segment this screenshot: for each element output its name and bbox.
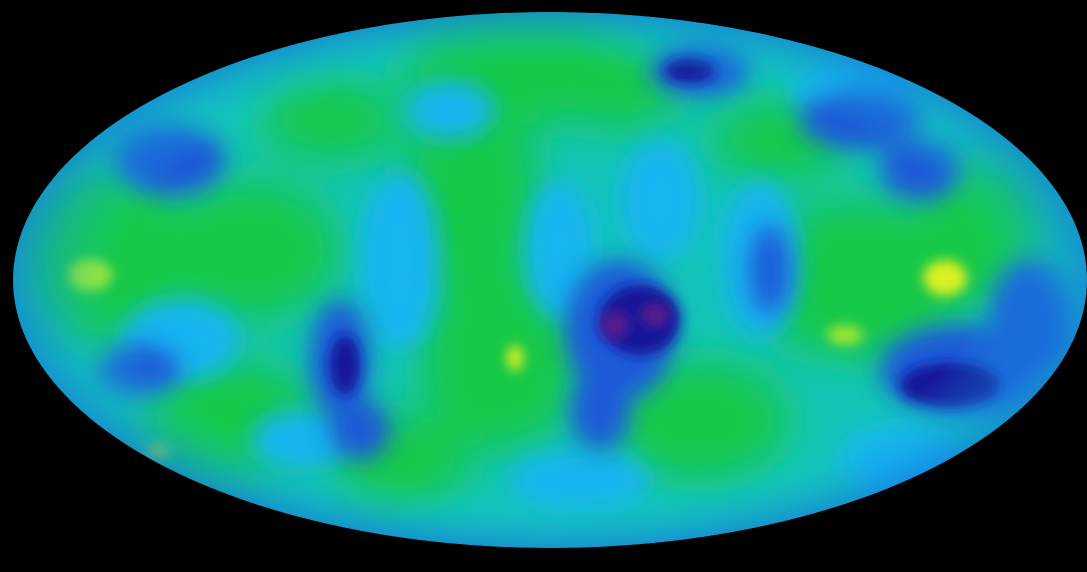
map-rim [13,12,1087,548]
map-field [13,12,1087,548]
